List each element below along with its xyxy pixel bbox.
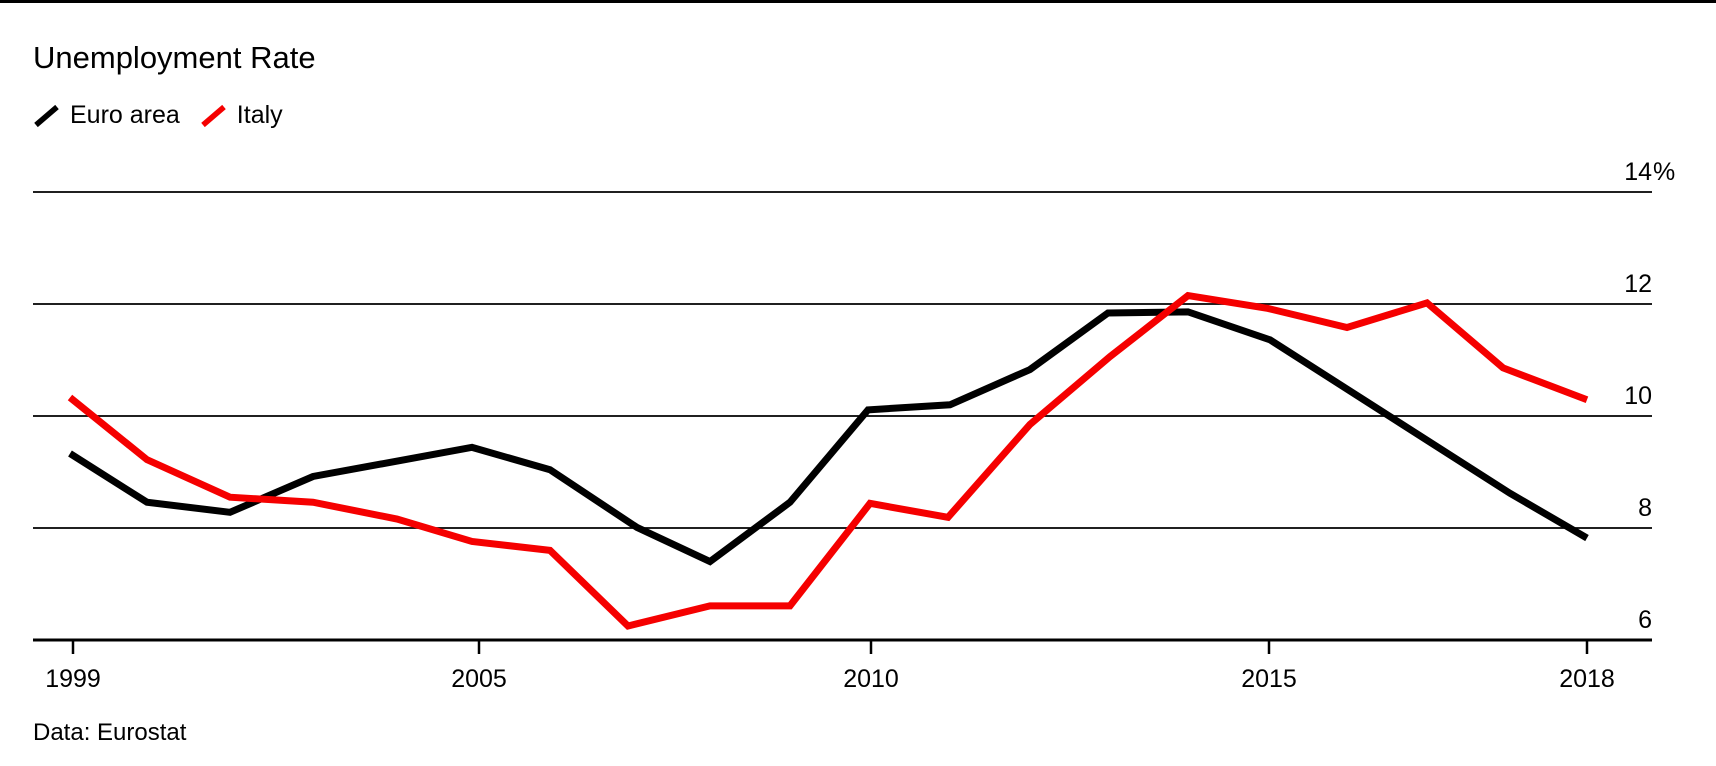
legend-item-italy: Italy: [200, 101, 283, 130]
y-tick-label: 14: [1624, 158, 1652, 186]
x-tick-label: 1999: [45, 665, 101, 693]
euro-area-line-swatch-icon: [34, 104, 59, 127]
series-line-italy: [67, 291, 1589, 630]
italy-line-swatch-icon: [201, 104, 226, 127]
legend: Euro area Italy: [33, 101, 283, 130]
legend-label-italy: Italy: [236, 101, 283, 129]
chart-title: Unemployment Rate: [33, 40, 316, 75]
x-tick-label: 2005: [451, 665, 507, 693]
top-rule: [0, 0, 1716, 3]
x-tick-label: 2010: [843, 665, 899, 693]
y-tick-label: 12: [1624, 270, 1652, 298]
source-note: Data: Eurostat: [33, 719, 187, 746]
x-tick-label: 2015: [1241, 665, 1297, 693]
legend-item-euro-area: Euro area: [33, 101, 180, 130]
x-tick-label: 2018: [1559, 665, 1615, 693]
y-tick-label: 8: [1638, 494, 1652, 522]
y-tick-label: 6: [1638, 606, 1652, 634]
y-tick-label: 10: [1624, 382, 1652, 410]
y-tick-suffix: %: [1653, 158, 1675, 186]
series-line-euro-area: [68, 308, 1589, 566]
legend-label-euro-area: Euro area: [70, 101, 180, 129]
